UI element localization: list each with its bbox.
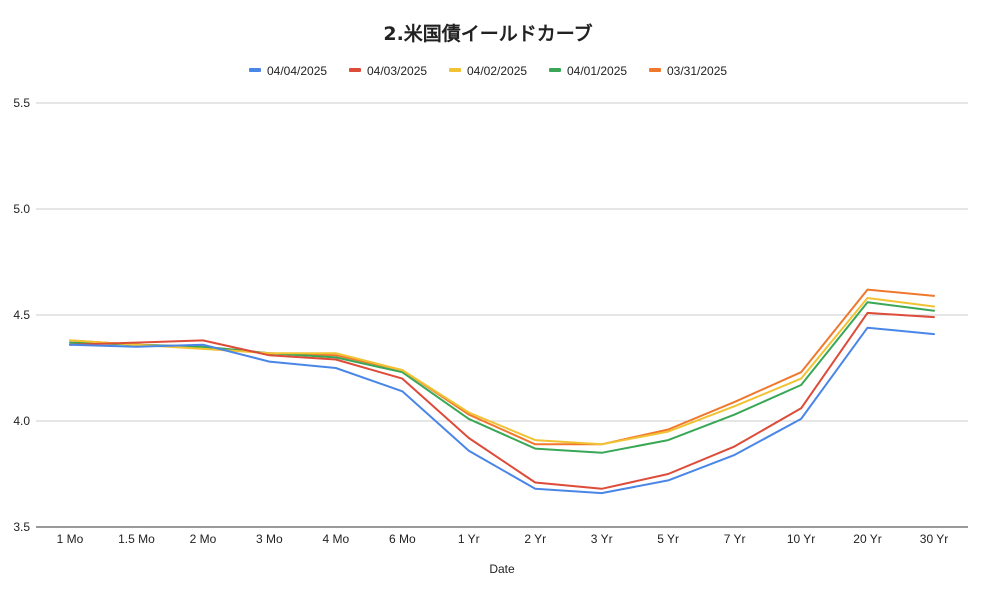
x-axis-label: Date (489, 562, 515, 576)
y-tick-label: 3.5 (13, 520, 30, 534)
legend-label: 04/04/2025 (267, 64, 327, 78)
legend-item: 04/03/2025 (349, 64, 427, 78)
legend-swatch (549, 68, 561, 72)
gridlines (36, 102, 968, 528)
plot-area (69, 288, 935, 495)
legend-item: 03/31/2025 (649, 64, 727, 78)
x-tick-label: 20 Yr (853, 532, 881, 546)
y-tick-label: 5.5 (13, 96, 30, 110)
x-tick-label: 10 Yr (787, 532, 815, 546)
legend-item: 04/04/2025 (249, 64, 327, 78)
legend-item: 04/01/2025 (549, 64, 627, 78)
x-tick-label: 2 Yr (524, 532, 546, 546)
series-line-04-04-2025 (69, 326, 935, 495)
legend-label: 04/02/2025 (467, 64, 527, 78)
x-tick-label: 5 Yr (657, 532, 679, 546)
y-tick-label: 4.5 (13, 308, 30, 322)
legend: 04/04/2025 04/03/2025 04/02/2025 04/01/2025… (249, 64, 727, 78)
legend-label: 03/31/2025 (667, 64, 727, 78)
x-tick-label: 1.5 Mo (118, 532, 155, 546)
x-tick-label: 2 Mo (190, 532, 217, 546)
legend-label: 04/01/2025 (567, 64, 627, 78)
legend-label: 04/03/2025 (367, 64, 427, 78)
series-line-04-03-2025 (69, 311, 935, 490)
x-tick-label: 3 Yr (591, 532, 613, 546)
x-tick-label: 7 Yr (724, 532, 746, 546)
x-tick-label: 30 Yr (920, 532, 948, 546)
legend-swatch (649, 68, 661, 72)
legend-item: 04/02/2025 (449, 64, 527, 78)
x-tick-label: 1 Yr (458, 532, 480, 546)
legend-swatch (349, 68, 361, 72)
y-tick-label: 4.0 (13, 414, 30, 428)
x-tick-label: 3 Mo (256, 532, 283, 546)
y-tick-label: 5.0 (13, 202, 30, 216)
series-line-04-02-2025 (69, 297, 935, 446)
x-tick-label: 1 Mo (57, 532, 84, 546)
legend-swatch (249, 68, 261, 72)
chart-title: 2.米国債イールドカーブ (383, 22, 592, 45)
x-axis: 1 Mo 1.5 Mo 2 Mo 3 Mo 4 Mo 6 Mo 1 Yr 2 Yr 3 Yr 5 … (57, 532, 949, 546)
x-tick-label: 6 Mo (389, 532, 416, 546)
legend-swatch (449, 68, 461, 72)
y-axis: 3.5 4.0 4.5 5.0 5.5 (13, 96, 30, 534)
x-tick-label: 4 Mo (323, 532, 350, 546)
